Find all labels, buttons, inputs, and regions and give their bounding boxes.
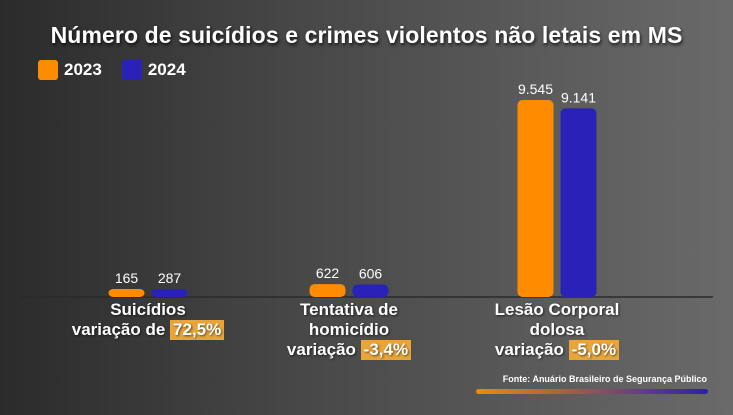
source-underline [476,389,708,394]
bar-2024-2 [560,108,597,297]
variation-badge: -3,4% [360,340,412,360]
variation-row: variação -5,0% [457,340,657,360]
bar-2023-1 [309,284,346,297]
chart-title: Número de suicídios e crimes violentos n… [50,22,683,48]
legend-swatch-2023 [38,60,58,80]
bar-value-label: 606 [359,265,383,281]
bar-value-label: 287 [158,270,182,286]
legend-item-2023: 2023 [38,60,102,80]
bar-2024-0 [151,289,188,297]
category-suicidios: Suicídios variação de 72,5% [48,300,248,340]
variation-badge: -5,0% [568,340,620,360]
category-tentativa-homicidio: Tentativa de homicídio variação -3,4% [249,300,449,360]
variation-prefix: variação [286,340,356,359]
source-note: Fonte: Anuário Brasileiro de Segurança P… [502,374,707,384]
variation-row: variação -3,4% [249,340,449,360]
bars-group: 165 622 9.545 287 606 9.141 [108,81,597,297]
legend-item-2024: 2024 [121,60,186,80]
category-lesao-corporal: Lesão Corporal dolosa variação -5,0% [457,300,657,360]
legend-swatch-2024 [121,60,142,80]
legend: 2023 2024 [38,60,186,80]
legend-label-2023: 2023 [64,60,102,79]
variation-badge: 72,5% [170,320,225,340]
legend-label-2024: 2024 [147,60,186,79]
bar-2024-1 [352,284,389,297]
variation-prefix: variação de [71,320,166,339]
bar-value-label: 9.141 [561,89,596,105]
category-label: Suicídios [110,300,186,319]
bar-2023-0 [108,289,145,297]
variation-row: variação de 72,5% [48,320,248,340]
category-label: Tentativa de homicídio [300,300,398,339]
bar-value-label: 9.545 [518,81,553,97]
bar-value-label: 622 [316,265,340,281]
bar-value-label: 165 [115,270,139,286]
bar-2023-2 [517,100,554,297]
variation-prefix: variação [494,340,564,359]
category-label: Lesão Corporal dolosa [494,300,620,339]
